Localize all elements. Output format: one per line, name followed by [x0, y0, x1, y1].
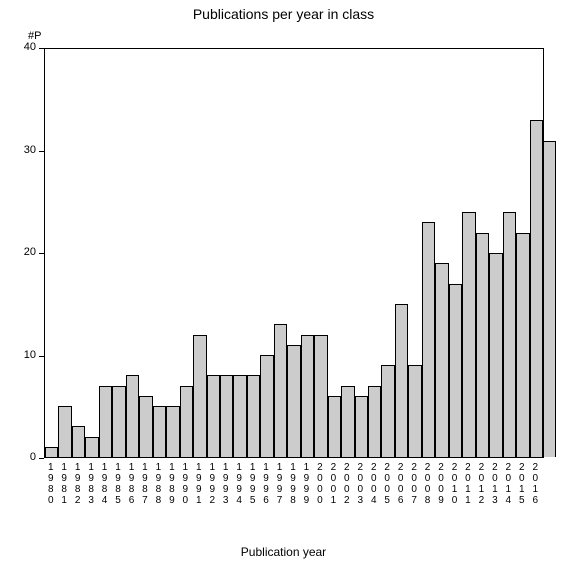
x-category-label: 1986 [125, 462, 138, 506]
y-tick-label: 10 [12, 349, 36, 361]
bar [314, 335, 327, 457]
x-category-label: 2015 [515, 462, 528, 506]
x-category-label: 2002 [340, 462, 353, 506]
bar [233, 375, 246, 457]
x-category-label: 2007 [407, 462, 420, 506]
x-category-label: 1991 [192, 462, 205, 506]
x-category-label: 2003 [354, 462, 367, 506]
x-category-label: 2014 [502, 462, 515, 506]
bars-group [45, 49, 543, 457]
x-category-label: 1998 [286, 462, 299, 506]
x-category-label: 1981 [57, 462, 70, 506]
y-tick [39, 356, 44, 357]
bar [274, 324, 287, 457]
x-axis-title: Publication year [0, 545, 567, 559]
bar [328, 396, 341, 457]
x-category-label: 1982 [71, 462, 84, 506]
x-category-label: 1995 [246, 462, 259, 506]
x-category-label: 1994 [232, 462, 245, 506]
x-category-label: 1987 [138, 462, 151, 506]
x-category-label: 2001 [327, 462, 340, 506]
y-tick [39, 48, 44, 49]
x-category-label: 1980 [44, 462, 57, 506]
x-category-label: 2000 [313, 462, 326, 506]
bar [408, 365, 421, 457]
bar [85, 437, 98, 457]
bar [112, 386, 125, 457]
x-category-label: 1988 [152, 462, 165, 506]
x-category-label: 1990 [179, 462, 192, 506]
x-category-label: 2008 [421, 462, 434, 506]
bar [368, 386, 381, 457]
bar [58, 406, 71, 457]
bar [355, 396, 368, 457]
bar [341, 386, 354, 457]
y-tick [39, 151, 44, 152]
bar [287, 345, 300, 457]
bar [476, 233, 489, 457]
bar [422, 222, 435, 457]
bar [435, 263, 448, 457]
chart-container: Publications per year in class #P 010203… [0, 0, 567, 567]
x-category-label: 1989 [165, 462, 178, 506]
x-category-labels: 1980198119821983198419851986198719881989… [44, 462, 544, 522]
bar [72, 426, 85, 457]
y-tick-label: 0 [12, 451, 36, 463]
bar [449, 284, 462, 457]
bar [516, 233, 529, 457]
bar [126, 375, 139, 457]
y-tick-label: 20 [12, 246, 36, 258]
x-category-label: 1993 [219, 462, 232, 506]
bar [153, 406, 166, 457]
plot-area [44, 48, 544, 458]
chart-title: Publications per year in class [0, 6, 567, 22]
bar [193, 335, 206, 457]
bar [503, 212, 516, 457]
bar [207, 375, 220, 457]
bar [45, 447, 58, 457]
x-category-label: 1984 [98, 462, 111, 506]
y-tick-label: 30 [12, 144, 36, 156]
bar [301, 335, 314, 457]
y-tick [39, 253, 44, 254]
x-category-label: 2013 [488, 462, 501, 506]
x-category-label: 2009 [434, 462, 447, 506]
bar [220, 375, 233, 457]
x-category-label: 1997 [273, 462, 286, 506]
x-category-label: 1999 [300, 462, 313, 506]
x-category-label: 2005 [380, 462, 393, 506]
x-category-label: 2004 [367, 462, 380, 506]
bar [180, 386, 193, 457]
bar [139, 396, 152, 457]
bar [260, 355, 273, 457]
x-category-label: 2010 [448, 462, 461, 506]
x-category-label: 1992 [206, 462, 219, 506]
y-tick [39, 458, 44, 459]
y-tick-label: 40 [12, 41, 36, 53]
x-category-label: 2012 [475, 462, 488, 506]
bar [489, 253, 502, 457]
bar [530, 120, 543, 457]
x-category-label: 1996 [259, 462, 272, 506]
bar [462, 212, 475, 457]
x-category-label: 1983 [84, 462, 97, 506]
x-category-label: 1985 [111, 462, 124, 506]
x-category-label: 2006 [394, 462, 407, 506]
bar [99, 386, 112, 457]
x-category-label: 2011 [461, 462, 474, 506]
bar [543, 141, 556, 457]
bar [166, 406, 179, 457]
x-category-label: 2016 [529, 462, 542, 506]
bar [247, 375, 260, 457]
bar [381, 365, 394, 457]
bar [395, 304, 408, 457]
